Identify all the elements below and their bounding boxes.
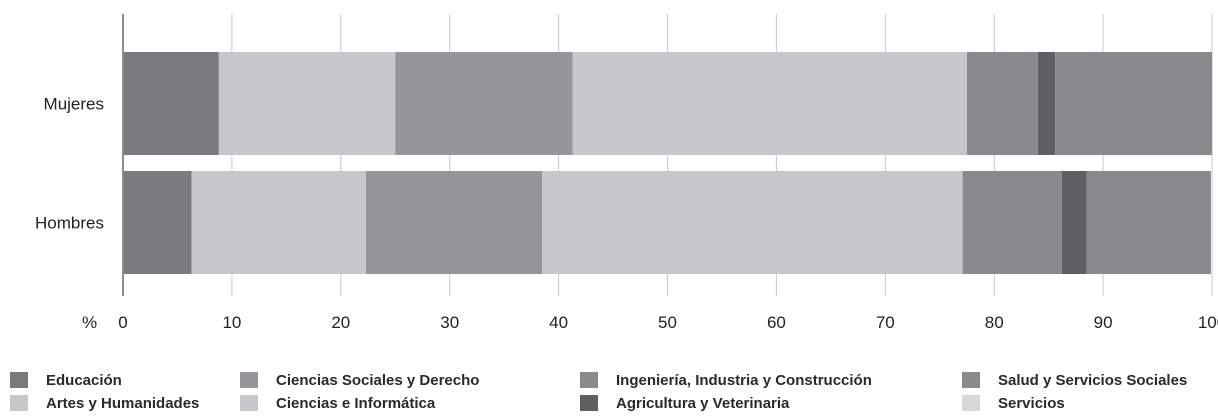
- bar-segment: [1086, 171, 1211, 274]
- bar-segment: [962, 171, 1062, 274]
- bar-segment: [542, 171, 963, 274]
- bar-segment: [395, 52, 573, 155]
- bar-segment: [191, 171, 366, 274]
- bar-segment: [123, 171, 192, 274]
- legend-swatch: [962, 372, 980, 388]
- bar-segment: [218, 52, 396, 155]
- x-tick-label: 40: [549, 313, 568, 332]
- x-tick-label: 0: [118, 313, 127, 332]
- x-tick-label: 100: [1198, 313, 1218, 332]
- x-tick-label: 30: [440, 313, 459, 332]
- x-axis-unit-label: %: [82, 313, 97, 332]
- legend-label: Ciencias e Informática: [276, 394, 436, 412]
- legend-label: Educación: [46, 371, 122, 389]
- legend-swatch: [580, 372, 598, 388]
- bar-segment: [365, 171, 543, 274]
- legend-swatch: [580, 395, 598, 411]
- legend-swatch: [10, 395, 28, 411]
- x-tick-label: 60: [767, 313, 786, 332]
- x-tick-label: 20: [331, 313, 350, 332]
- legend-item: Ciencias Sociales y Derecho: [240, 370, 479, 390]
- legend-label: Agricultura y Veterinaria: [616, 394, 790, 412]
- legend-label: Ciencias Sociales y Derecho: [276, 371, 480, 389]
- category-label: Mujeres: [44, 95, 104, 114]
- legend-label: Servicios: [998, 394, 1065, 412]
- legend-item: Ingeniería, Industria y Construcción: [580, 370, 872, 390]
- legend-swatch: [10, 372, 28, 388]
- bar-segment: [1037, 52, 1056, 155]
- x-tick-label: 50: [658, 313, 677, 332]
- bar-segment: [1061, 171, 1087, 274]
- legend-swatch: [962, 395, 980, 411]
- x-tick-label: 90: [1094, 313, 1113, 332]
- bar-segment: [1055, 52, 1212, 155]
- legend-item: Artes y Humanidades: [10, 393, 199, 413]
- x-tick-label: 10: [222, 313, 241, 332]
- legend-swatch: [240, 372, 258, 388]
- legend-item: Educación: [10, 370, 122, 390]
- legend-label: Artes y Humanidades: [46, 394, 200, 412]
- legend-item: Agricultura y Veterinaria: [580, 393, 789, 413]
- legend-swatch: [240, 395, 258, 411]
- legend-item: Servicios: [962, 393, 1065, 413]
- bar-segment: [123, 52, 219, 155]
- legend-label: Salud y Servicios Sociales: [998, 371, 1188, 389]
- x-tick-labels: 0 10 20 30 40 50 60 70 80 90 100: [118, 313, 1218, 332]
- category-label: Hombres: [35, 214, 104, 233]
- category-labels: Mujeres Hombres: [35, 95, 104, 233]
- bar-segment: [966, 52, 1038, 155]
- bar-segment: [572, 52, 967, 155]
- x-tick-label: 70: [876, 313, 895, 332]
- bars-group: [123, 52, 1212, 274]
- legend-label: Ingeniería, Industria y Construcción: [616, 371, 872, 389]
- legend: Educación Ciencias Sociales y Derecho Inge…: [10, 370, 1218, 416]
- legend-item: Salud y Servicios Sociales: [962, 370, 1187, 390]
- stacked-bar-chart: Mujeres Hombres 0 10 20 30 40 50 60 70 80 90 100 %: [35, 14, 1218, 332]
- legend-item: Ciencias e Informática: [240, 393, 435, 413]
- x-tick-label: 80: [985, 313, 1004, 332]
